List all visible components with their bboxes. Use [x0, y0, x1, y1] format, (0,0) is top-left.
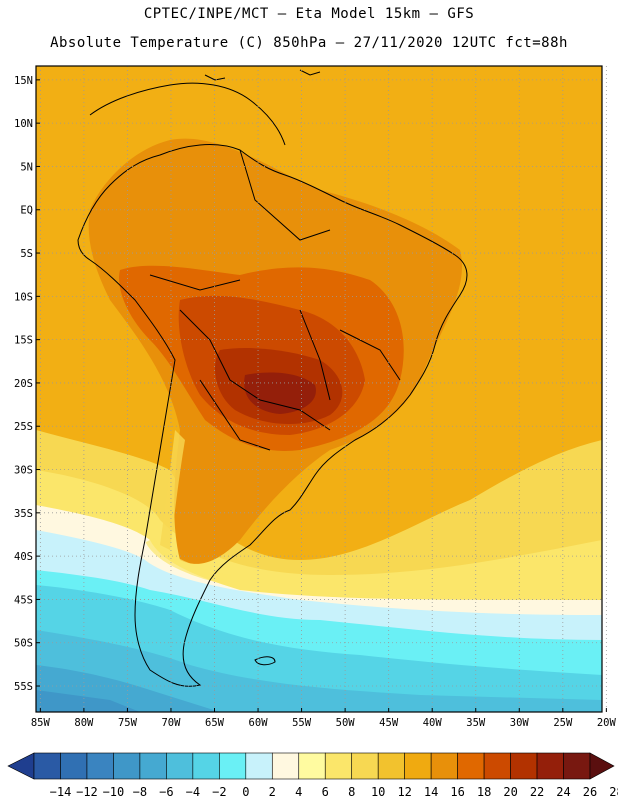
lon-label: 30W — [510, 717, 530, 729]
colorbar-swatch — [457, 752, 485, 780]
lon-label: 85W — [31, 717, 51, 729]
lat-label: 40S — [14, 551, 33, 563]
temperature-field — [36, 66, 602, 712]
colorbar — [7, 752, 615, 780]
colorbar-swatch — [219, 752, 247, 780]
lat-label: 5N — [20, 161, 33, 173]
lat-axis: 15N 10N 5N EQ 5S 10S 15S 20S 25S 30S 35S 40S 45S 50S 5… — [14, 75, 40, 693]
colorbar-swatch — [33, 752, 61, 780]
colorbar-label: −12 — [76, 785, 98, 799]
colorbar-label: 0 — [242, 785, 249, 799]
colorbar-left-arrow — [7, 752, 35, 780]
colorbar-swatch — [563, 752, 591, 780]
colorbar-swatch — [483, 752, 511, 780]
colorbar-label: −6 — [159, 785, 173, 799]
lat-label: 15N — [14, 75, 33, 87]
lon-label: 65W — [205, 717, 225, 729]
colorbar-label: 14 — [424, 785, 438, 799]
colorbar-right-arrow — [589, 752, 615, 780]
colorbar-swatch — [404, 752, 432, 780]
colorbar-label: 24 — [556, 785, 570, 799]
lon-label: 80W — [74, 717, 94, 729]
map-frame — [35, 65, 603, 713]
lat-label: 10N — [14, 118, 33, 130]
colorbar-swatch — [139, 752, 167, 780]
colorbar-label: 2 — [269, 785, 276, 799]
colorbar-swatch — [377, 752, 405, 780]
lat-label: 50S — [14, 638, 33, 650]
colorbar-label: −10 — [103, 785, 125, 799]
lon-label: 50W — [336, 717, 356, 729]
lon-label: 70W — [161, 717, 181, 729]
lat-label: 35S — [14, 508, 33, 520]
lon-label: 25W — [553, 717, 573, 729]
colorbar-labels: −14 −12 −10 −8 −6 −4 −2 0 2 4 6 8 10 12 14 16 18 20 22 24 26… — [50, 785, 618, 799]
colorbar-label: 22 — [530, 785, 544, 799]
colorbar-swatch — [298, 752, 326, 780]
lat-label: 5S — [20, 248, 33, 260]
colorbar-swatch — [192, 752, 220, 780]
colorbar-label: 20 — [503, 785, 517, 799]
colorbar-label: 12 — [397, 785, 411, 799]
lon-label: 40W — [423, 717, 443, 729]
colorbar-label: −14 — [50, 785, 72, 799]
colorbar-label: 4 — [295, 785, 302, 799]
colorbar-swatch — [430, 752, 458, 780]
lon-axis: 85W 80W 75W 70W 65W 60W 55W 50W 45W 40W 35W 30W 25W 2… — [31, 708, 617, 729]
colorbar-swatch — [113, 752, 141, 780]
colorbar-label: 28 — [609, 785, 618, 799]
title-line-1: CPTEC/INPE/MCT — Eta Model 15km — GFS — [143, 6, 475, 22]
colorbar-label: −2 — [212, 785, 226, 799]
colorbar-label: 18 — [477, 785, 491, 799]
colorbar-swatch — [271, 752, 300, 780]
lon-label: 55W — [292, 717, 312, 729]
lat-label: 30S — [14, 465, 33, 477]
colorbar-label: 8 — [348, 785, 355, 799]
colorbar-swatch — [351, 752, 379, 780]
lat-label: 25S — [14, 421, 33, 433]
lat-label: 10S — [14, 291, 33, 303]
colorbar-swatch — [510, 752, 538, 780]
lat-label: 45S — [14, 594, 33, 606]
colorbar-swatch — [60, 752, 88, 780]
lon-label: 75W — [118, 717, 138, 729]
colorbar-label: 26 — [583, 785, 597, 799]
colorbar-swatch — [324, 752, 353, 780]
title-line-2: Absolute Temperature (C) 850hPa — 27/11/… — [50, 35, 568, 51]
colorbar-label: 6 — [322, 785, 329, 799]
coastline — [77, 69, 468, 687]
colorbar-swatch — [166, 752, 194, 780]
colorbar-swatch — [86, 752, 114, 780]
colorbar-swatch — [245, 752, 273, 780]
lon-label: 20W — [597, 717, 617, 729]
lat-label: EQ — [20, 205, 33, 217]
lat-label: 20S — [14, 378, 33, 390]
lat-label: 55S — [14, 681, 33, 693]
colorbar-label: 16 — [450, 785, 464, 799]
lon-label: 35W — [466, 717, 486, 729]
lon-label: 45W — [379, 717, 399, 729]
lon-label: 60W — [249, 717, 269, 729]
lat-label: 15S — [14, 335, 33, 347]
colorbar-swatch — [536, 752, 564, 780]
colorbar-label: −8 — [133, 785, 147, 799]
colorbar-label: −4 — [186, 785, 200, 799]
colorbar-label: 10 — [371, 785, 385, 799]
